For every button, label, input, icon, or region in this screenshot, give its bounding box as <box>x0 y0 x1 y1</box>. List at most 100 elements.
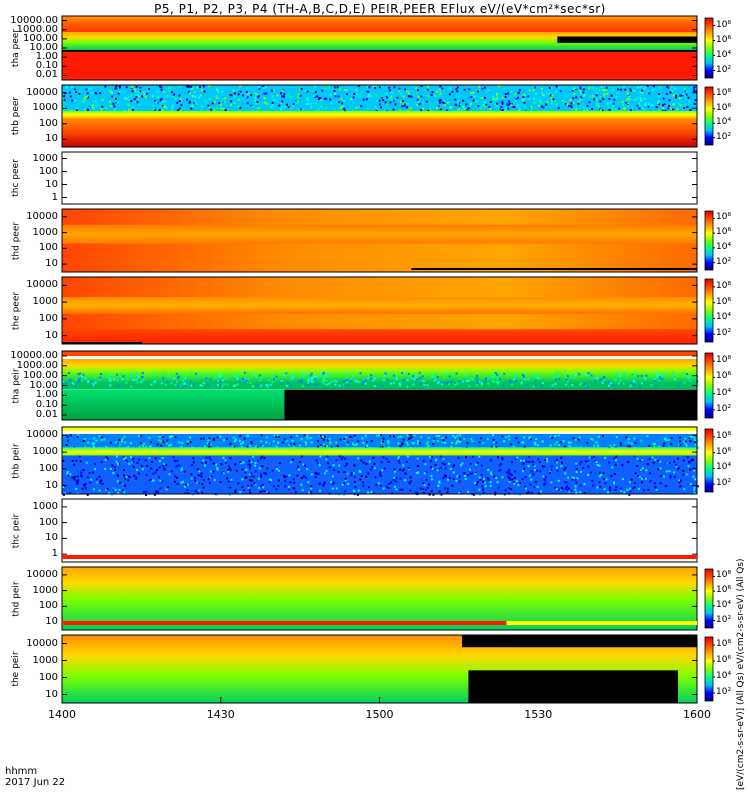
y-tick-label: 10 <box>45 258 58 270</box>
panel-frame-5 <box>61 276 698 345</box>
colorbar-7 <box>704 428 714 493</box>
y-tick-label: 100 <box>38 165 58 177</box>
y-tick-label: 10 <box>45 178 58 190</box>
y-tick-label: 10000.00 <box>10 14 58 26</box>
y-tick-label: 10 <box>45 133 58 145</box>
colorbar-tick-label: 10² <box>716 328 732 339</box>
colorbar-tick-label: 10⁶ <box>716 371 732 382</box>
heatmap-data-gap-line <box>411 268 697 270</box>
colorbar-tick-label: 10² <box>716 478 732 489</box>
y-tick-label: 10000 <box>26 210 58 222</box>
heatmap-region-mid-energy <box>62 32 697 50</box>
y-tick-label: 1.00 <box>35 389 58 401</box>
chart-title: P5, P1, P2, P3, P4 (TH-A,B,C,D,E) PEIR,P… <box>154 2 606 16</box>
y-tick-label: 1000 <box>32 446 58 458</box>
y-tick-label: 10 <box>45 329 58 341</box>
colorbar-4 <box>704 210 714 271</box>
colorbar-tick-label: 10⁶ <box>716 585 732 596</box>
panel-label: tha peer <box>11 28 21 68</box>
y-tick-label: 10000.00 <box>10 349 58 361</box>
colorbar-tick-label: 10⁸ <box>716 430 732 441</box>
heatmap-region-high-energy <box>62 359 697 382</box>
heatmap-speckle-noise <box>62 371 699 388</box>
x-tick-label: 1500 <box>365 708 394 721</box>
heatmap-speckle-noise-lower <box>62 455 699 496</box>
heatmap-speckle-noise <box>62 85 697 113</box>
y-tick-label: 10000 <box>26 568 58 580</box>
y-tick-label: 10000 <box>26 637 58 649</box>
y-tick-label: 1000.00 <box>16 359 58 371</box>
y-tick-label: 100 <box>38 117 58 129</box>
y-tick-label: 10 <box>45 688 58 700</box>
y-tick-label: 1000 <box>32 102 58 114</box>
x-tick-label: 1530 <box>524 708 553 721</box>
y-tick-label: 10 <box>45 479 58 491</box>
colorbar-tick-label: 10⁸ <box>716 88 732 99</box>
heatmap-region-band <box>62 224 697 244</box>
panel-label: tha peir <box>11 367 21 404</box>
heatmap-region-mid-energy <box>62 111 697 119</box>
heatmap-region-high-energy <box>62 16 697 32</box>
y-tick-label: 1000 <box>32 654 58 666</box>
heatmap-region-top-band <box>62 621 507 625</box>
colorbar-tick-label: 10⁸ <box>716 639 732 649</box>
y-tick-label: 10 <box>45 532 58 544</box>
y-tick-label: 100 <box>38 516 58 528</box>
heatmap-region-low-energy <box>62 329 697 344</box>
y-tick-label: 100.00 <box>23 369 58 381</box>
panel-frame-3 <box>61 151 698 205</box>
time-axis-label: hhmm <box>5 766 38 777</box>
colorbar-tick-label: 10⁶ <box>716 102 732 113</box>
colorbar-tick-label: 10² <box>716 403 732 414</box>
y-tick-label: 10000 <box>26 86 58 98</box>
colorbar-tick-label: 10⁴ <box>716 49 732 60</box>
colorbar-5 <box>704 278 714 343</box>
heatmap-region-background <box>62 85 697 112</box>
y-tick-label: 100 <box>38 242 58 254</box>
y-tick-label: 10000 <box>26 279 58 291</box>
colorbar-6 <box>704 352 714 419</box>
colorbar-2 <box>704 86 714 146</box>
heatmap-region-top-band-late <box>506 621 697 625</box>
colorbar-tick-label: 10² <box>716 614 732 625</box>
y-tick-label: 10000 <box>26 429 58 441</box>
panel-label: thd peir <box>11 580 21 617</box>
colorbar-1 <box>704 17 714 79</box>
heatmap-region-low-energy <box>62 51 697 80</box>
panel-frame-9 <box>61 566 698 631</box>
colorbar-tick-label: 10⁴ <box>716 241 732 252</box>
heatmap-region-gap <box>62 431 697 434</box>
colorbar-tick-label: 10⁸ <box>716 212 732 223</box>
y-tick-label: 1000 <box>32 500 58 512</box>
y-tick-label: 0.01 <box>35 409 58 421</box>
heatmap-region-low-energy <box>62 389 285 420</box>
y-tick-label: 100.00 <box>23 32 58 44</box>
colorbar-tick-label: 10⁶ <box>716 446 732 457</box>
colorbar-tick-label: 10⁴ <box>716 312 732 323</box>
y-tick-label: 1000 <box>32 152 58 164</box>
heatmap-region-no-data <box>557 36 697 43</box>
y-tick-label: 1000.00 <box>16 23 58 35</box>
colorbar-unit-label: [eV/(cm2-s-sr-eV)] (All Qs) eV/(cm2-s-sr… <box>736 558 746 791</box>
y-tick-label: 1 <box>51 191 58 203</box>
colorbar-tick-label: 10⁴ <box>716 462 732 473</box>
y-tick-label: 10.00 <box>29 42 58 53</box>
y-tick-label: 10.00 <box>29 379 58 391</box>
colorbar-tick-label: 10⁴ <box>716 117 732 128</box>
y-tick-label: 100 <box>38 312 58 324</box>
colorbar-tick-label: 10² <box>716 687 732 697</box>
heatmap-region-main <box>62 567 697 630</box>
heatmap-region-top-band <box>62 351 697 356</box>
y-tick-label: 0.10 <box>35 399 58 411</box>
y-tick-label: 1000 <box>32 296 58 308</box>
heatmap-region-mid-energy <box>62 381 697 390</box>
heatmap-region-top-band <box>62 555 697 559</box>
heatmap-region-mid-energy <box>62 447 697 456</box>
panel-label: the peer <box>11 291 21 330</box>
y-tick-label: 100 <box>38 671 58 683</box>
x-tick-label: 1600 <box>683 708 711 721</box>
colorbar-tick-label: 10⁶ <box>716 296 732 307</box>
colorbar-tick-label: 10⁴ <box>716 387 732 398</box>
y-tick-label: 0.01 <box>35 69 58 81</box>
